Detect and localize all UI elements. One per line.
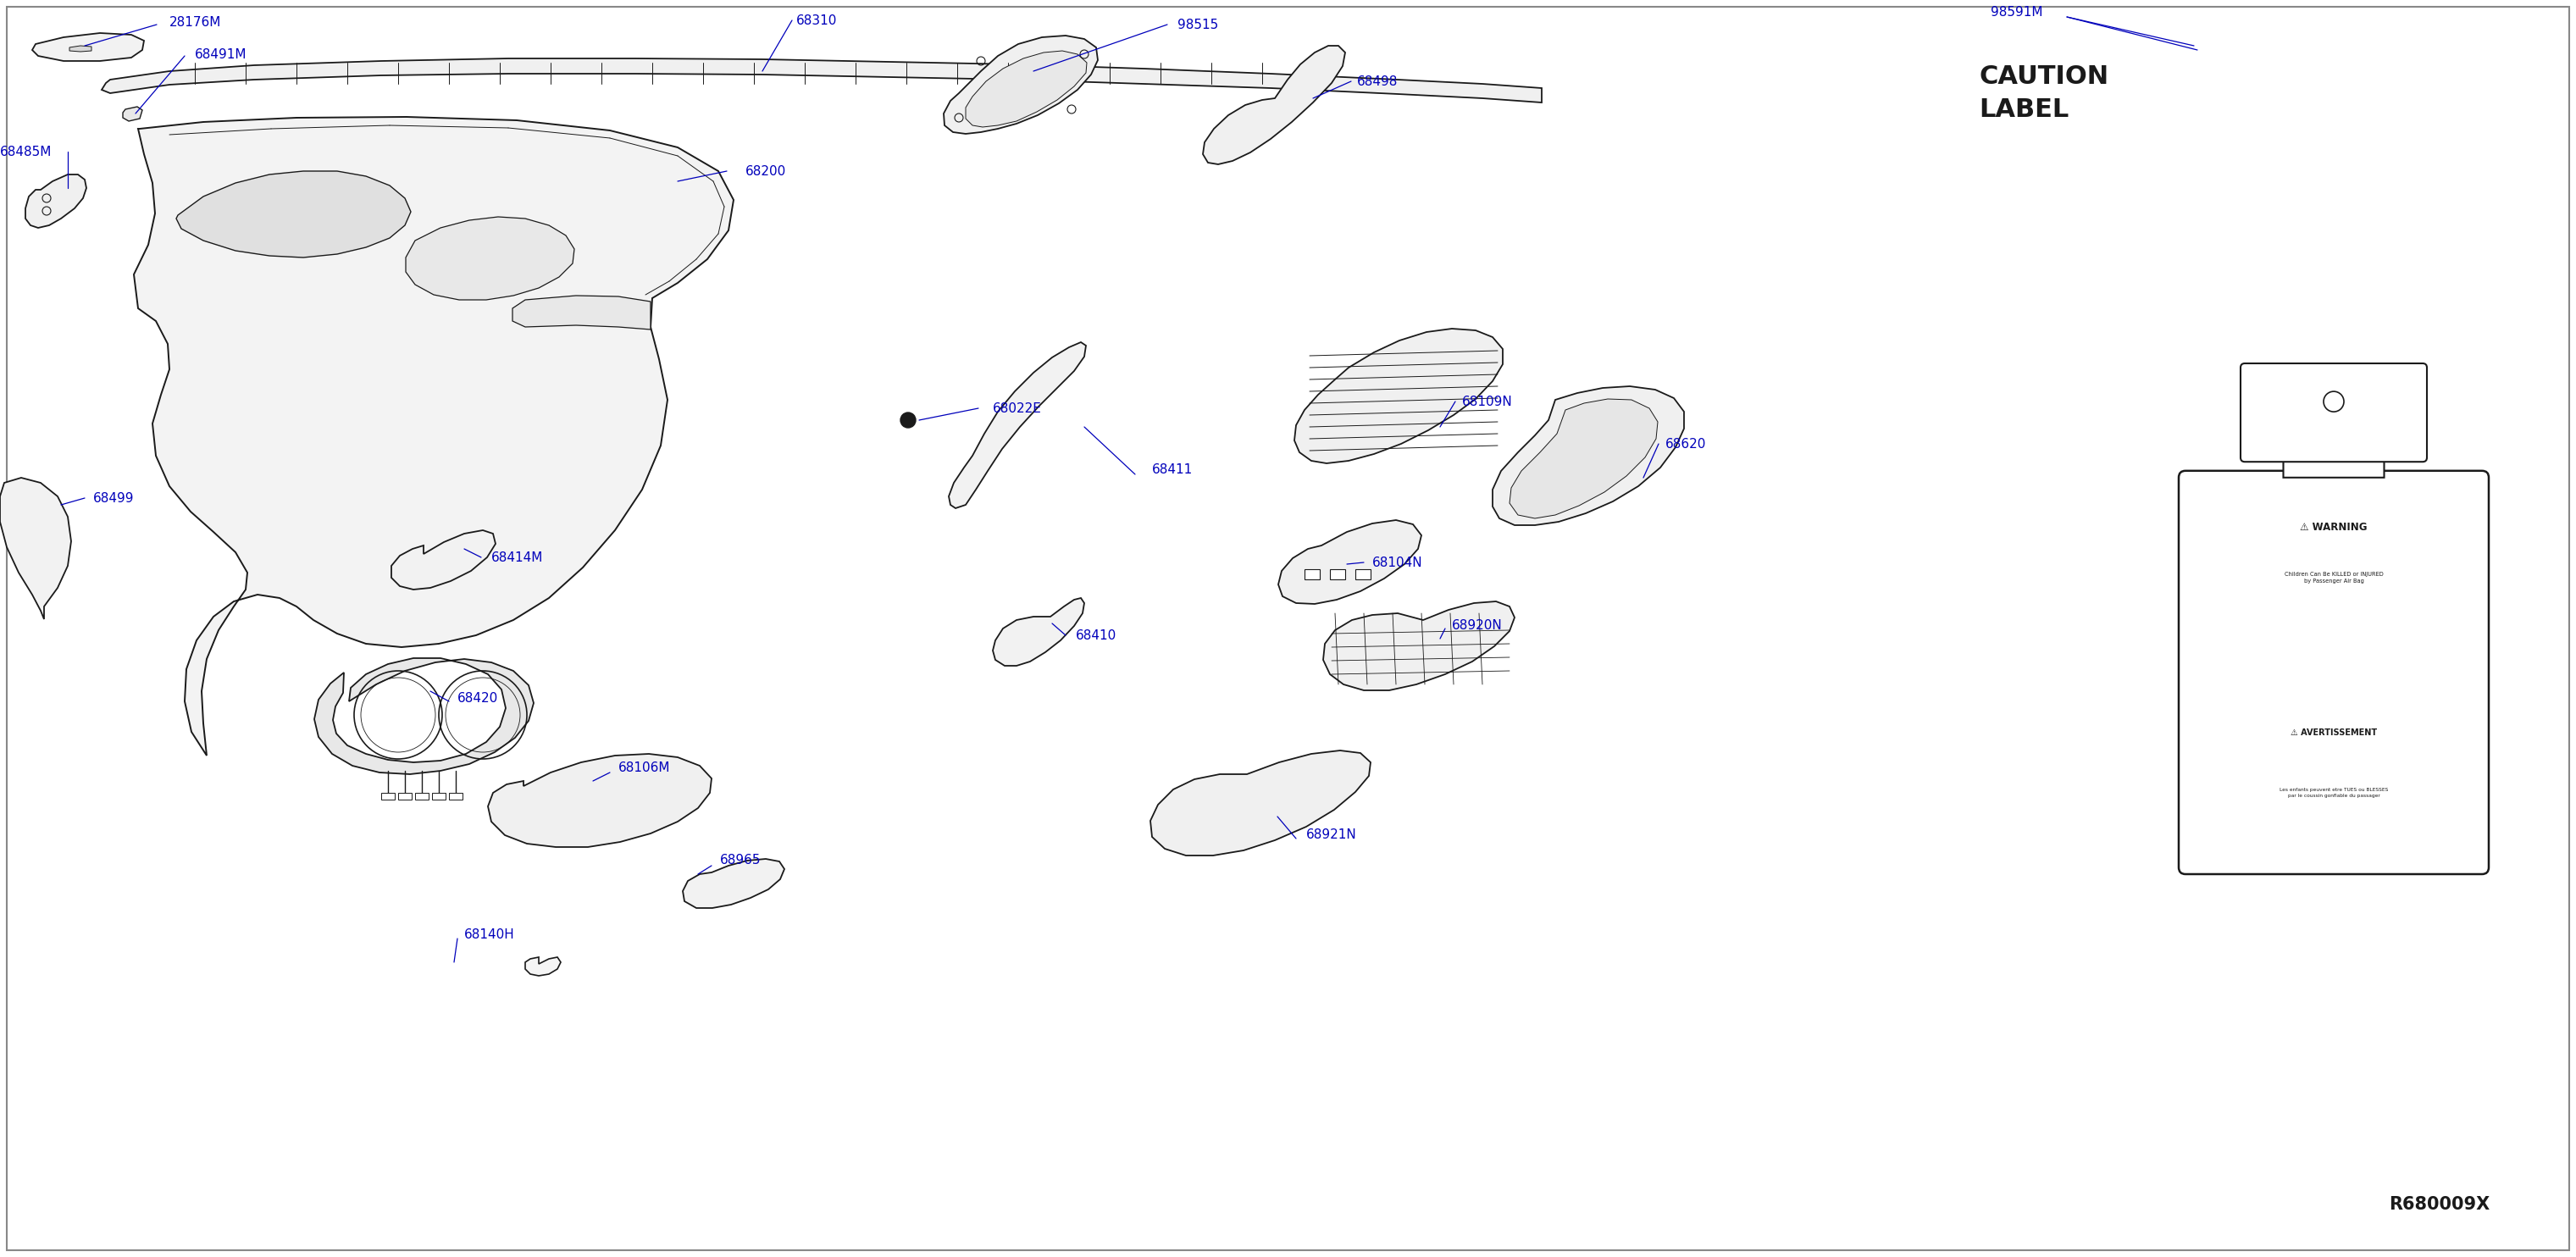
Text: 98515: 98515 bbox=[1177, 18, 1218, 31]
Text: 68106M: 68106M bbox=[618, 760, 670, 774]
Polygon shape bbox=[31, 33, 144, 62]
Polygon shape bbox=[100, 58, 1540, 103]
Text: 68420: 68420 bbox=[459, 691, 497, 704]
Polygon shape bbox=[1203, 45, 1345, 165]
Polygon shape bbox=[26, 175, 88, 228]
Text: R680009X: R680009X bbox=[2388, 1195, 2491, 1213]
Polygon shape bbox=[683, 859, 786, 908]
Polygon shape bbox=[526, 957, 562, 975]
Polygon shape bbox=[407, 217, 574, 300]
Text: 68491M: 68491M bbox=[196, 48, 247, 60]
Polygon shape bbox=[966, 50, 1087, 127]
Polygon shape bbox=[992, 598, 1084, 666]
Polygon shape bbox=[1510, 398, 1659, 518]
Polygon shape bbox=[943, 35, 1097, 133]
Polygon shape bbox=[1324, 601, 1515, 690]
Polygon shape bbox=[1492, 386, 1685, 525]
Polygon shape bbox=[0, 478, 72, 620]
Text: Les enfants peuvent etre TUES ou BLESSES
par le coussin gonflable du passager: Les enfants peuvent etre TUES ou BLESSES… bbox=[2280, 787, 2388, 797]
Text: 68498: 68498 bbox=[1358, 75, 1399, 88]
Bar bbox=[1303, 569, 1319, 579]
Text: 68920N: 68920N bbox=[1453, 618, 1502, 631]
Text: 68414M: 68414M bbox=[492, 551, 544, 563]
Text: 68485M: 68485M bbox=[0, 146, 52, 158]
Bar bbox=[381, 793, 394, 799]
Polygon shape bbox=[175, 171, 410, 258]
Bar bbox=[1355, 569, 1370, 579]
Polygon shape bbox=[314, 659, 533, 774]
Text: 28176M: 28176M bbox=[170, 15, 222, 29]
Text: 68411: 68411 bbox=[1151, 463, 1193, 475]
FancyBboxPatch shape bbox=[2241, 363, 2427, 461]
Bar bbox=[415, 793, 428, 799]
Text: LABEL: LABEL bbox=[1978, 97, 2069, 122]
Polygon shape bbox=[1278, 520, 1422, 603]
Polygon shape bbox=[487, 754, 711, 847]
Bar bbox=[1329, 569, 1345, 579]
Text: ⚠ WARNING: ⚠ WARNING bbox=[2300, 522, 2367, 533]
Bar bbox=[448, 793, 464, 799]
Text: 68965: 68965 bbox=[721, 855, 760, 867]
Bar bbox=[433, 793, 446, 799]
Text: 68499: 68499 bbox=[93, 491, 134, 504]
Text: 68104N: 68104N bbox=[1373, 556, 1422, 568]
Polygon shape bbox=[948, 342, 1087, 508]
Text: 68140H: 68140H bbox=[464, 929, 515, 941]
Text: 68109N: 68109N bbox=[1463, 395, 1512, 407]
Polygon shape bbox=[1151, 750, 1370, 856]
FancyBboxPatch shape bbox=[2179, 471, 2488, 874]
Bar bbox=[399, 793, 412, 799]
Text: ⚠ AVERTISSEMENT: ⚠ AVERTISSEMENT bbox=[2290, 728, 2378, 737]
Polygon shape bbox=[70, 45, 93, 52]
Circle shape bbox=[902, 412, 914, 427]
Text: 98591M: 98591M bbox=[1991, 5, 2043, 18]
Text: Children Can Be KILLED or INJURED
by Passenger Air Bag: Children Can Be KILLED or INJURED by Pas… bbox=[2285, 572, 2383, 583]
Polygon shape bbox=[1293, 328, 1502, 464]
Text: 68310: 68310 bbox=[796, 14, 837, 26]
Text: 68620: 68620 bbox=[1664, 437, 1705, 450]
Text: 68022E: 68022E bbox=[992, 402, 1041, 415]
Polygon shape bbox=[124, 107, 142, 121]
Text: 68921N: 68921N bbox=[1306, 828, 1358, 841]
Polygon shape bbox=[392, 530, 495, 590]
Polygon shape bbox=[513, 295, 652, 329]
Text: 68410: 68410 bbox=[1077, 628, 1115, 641]
Polygon shape bbox=[134, 117, 734, 755]
Polygon shape bbox=[2275, 382, 2393, 478]
Text: CAUTION: CAUTION bbox=[1978, 64, 2110, 88]
Text: 68200: 68200 bbox=[744, 165, 786, 177]
